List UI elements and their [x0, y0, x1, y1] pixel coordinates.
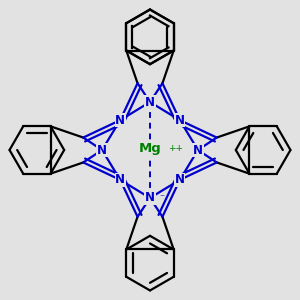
- Text: N: N: [97, 143, 107, 157]
- Text: N: N: [115, 173, 125, 186]
- Text: N: N: [115, 114, 125, 127]
- Text: N: N: [193, 143, 203, 157]
- Text: ⁻: ⁻: [160, 193, 165, 203]
- Text: Mg: Mg: [139, 142, 161, 154]
- Text: N: N: [175, 173, 185, 186]
- Text: ++: ++: [168, 144, 183, 153]
- Text: N: N: [145, 96, 155, 109]
- Text: N: N: [175, 114, 185, 127]
- Text: N: N: [145, 191, 155, 204]
